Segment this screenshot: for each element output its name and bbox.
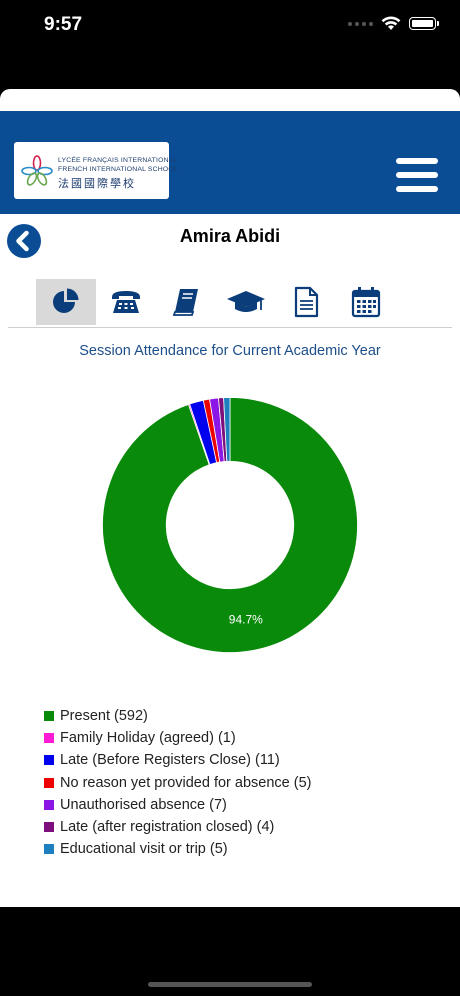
legend-swatch bbox=[44, 799, 54, 810]
legend-item-3: No reason yet provided for absence (5) bbox=[44, 772, 311, 794]
calendar-icon bbox=[351, 287, 381, 318]
document-icon bbox=[294, 286, 319, 318]
home-indicator bbox=[148, 982, 312, 987]
legend-label: Late (after registration closed) (4) bbox=[60, 819, 275, 836]
donut-data-label: 94.7% bbox=[229, 612, 263, 626]
legend-item-2: Late (Before Registers Close) (11) bbox=[44, 749, 311, 771]
chart-title: Session Attendance for Current Academic … bbox=[79, 343, 381, 359]
legend-label: Unauthorised absence (7) bbox=[60, 796, 227, 813]
logo-text-french: LYCÉE FRANÇAIS INTERNATIONAL bbox=[58, 157, 178, 164]
legend-item-6: Educational visit or trip (5) bbox=[44, 838, 311, 860]
app-screen: LYCÉE FRANÇAIS INTERNATIONAL FRENCH INTE… bbox=[0, 89, 460, 907]
flower-logo-icon bbox=[21, 155, 53, 186]
legend-label: Family Holiday (agreed) (1) bbox=[60, 730, 236, 747]
tab-attendance[interactable] bbox=[36, 279, 96, 325]
battery-icon bbox=[409, 17, 439, 30]
wifi-icon bbox=[381, 16, 401, 30]
book-icon bbox=[172, 289, 198, 316]
legend-label: Educational visit or trip (5) bbox=[60, 841, 228, 858]
tab-bar bbox=[8, 279, 452, 328]
pie-chart-icon bbox=[53, 288, 79, 313]
school-logo: LYCÉE FRANÇAIS INTERNATIONAL FRENCH INTE… bbox=[14, 142, 178, 199]
app-header: LYCÉE FRANÇAIS INTERNATIONAL FRENCH INTE… bbox=[0, 111, 460, 214]
signal-icon bbox=[348, 21, 373, 26]
legend-label: No reason yet provided for absence (5) bbox=[60, 774, 312, 791]
legend-label: Late (Before Registers Close) (11) bbox=[60, 752, 280, 769]
attendance-donut-chart: 94.7% bbox=[102, 397, 358, 653]
legend-item-4: Unauthorised absence (7) bbox=[44, 794, 311, 816]
legend-swatch bbox=[44, 711, 54, 722]
back-button[interactable] bbox=[7, 224, 41, 258]
tab-reports[interactable] bbox=[276, 279, 336, 325]
tab-grades[interactable] bbox=[216, 279, 276, 325]
donut-slice-6[interactable] bbox=[223, 397, 231, 462]
graduation-cap-icon bbox=[227, 291, 265, 312]
legend-swatch bbox=[44, 822, 54, 833]
chevron-left-icon bbox=[16, 230, 29, 252]
status-time: 9:57 bbox=[44, 14, 83, 35]
logo-text-english: FRENCH INTERNATIONAL SCHOOL bbox=[58, 166, 178, 173]
donut-slice-0[interactable] bbox=[102, 397, 358, 653]
legend-label: Present (592) bbox=[60, 708, 148, 725]
legend-swatch bbox=[44, 777, 54, 788]
legend-item-1: Family Holiday (agreed) (1) bbox=[44, 727, 311, 749]
legend-item-0: Present (592) bbox=[44, 705, 311, 727]
legend-item-5: Late (after registration closed) (4) bbox=[44, 816, 311, 838]
status-bar: 9:57 bbox=[0, 0, 460, 50]
legend-swatch bbox=[44, 844, 54, 855]
legend-swatch bbox=[44, 755, 54, 766]
tab-contacts[interactable] bbox=[96, 279, 156, 325]
status-icons bbox=[348, 16, 439, 31]
hamburger-menu-icon[interactable] bbox=[396, 158, 438, 192]
student-name: Amira Abidi bbox=[179, 226, 281, 246]
tab-calendar[interactable] bbox=[336, 279, 396, 325]
tab-homework[interactable] bbox=[156, 279, 216, 325]
chart-legend: Present (592) Family Holiday (agreed) (1)… bbox=[44, 705, 311, 860]
legend-swatch bbox=[44, 733, 54, 744]
logo-text-chinese: 法國國際學校 bbox=[58, 178, 136, 190]
telephone-icon bbox=[112, 291, 140, 313]
